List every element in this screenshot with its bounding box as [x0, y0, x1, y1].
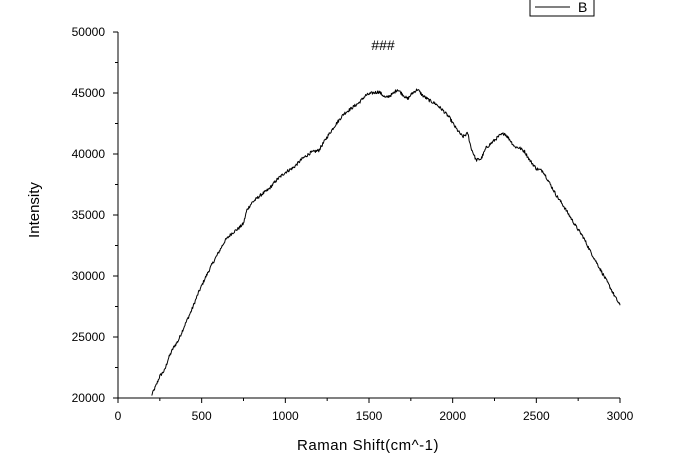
y-tick-label: 25000 [72, 330, 106, 344]
chart-title: ### [371, 37, 395, 53]
x-axis-ticks: 0 500 1000 1500 2000 2500 3000 [115, 398, 634, 423]
y-tick-label: 45000 [72, 86, 106, 100]
x-axis-label: Raman Shift(cm^-1) [297, 437, 439, 454]
y-axis-label: Intensity [26, 182, 43, 238]
x-tick-label: 3000 [607, 409, 634, 423]
x-tick-label: 500 [192, 409, 212, 423]
legend-box [529, 0, 595, 17]
x-tick-label: 0 [115, 409, 122, 423]
y-tick-label: 40000 [72, 147, 106, 161]
y-tick-label: 50000 [72, 25, 106, 39]
y-axis-ticks: 20000 25000 30000 35000 40000 45000 50000 [72, 25, 118, 405]
legend-label-b: B [578, 0, 587, 15]
x-tick-label: 2500 [523, 409, 550, 423]
plot-area: 20000 25000 30000 35000 40000 45000 50000 0 500… [72, 25, 634, 423]
series-line-b [151, 88, 621, 396]
y-tick-label: 30000 [72, 269, 106, 283]
series-group [151, 88, 621, 396]
x-tick-label: 1500 [356, 409, 383, 423]
y-tick-label: 35000 [72, 208, 106, 222]
x-tick-label: 1000 [272, 409, 299, 423]
x-tick-label: 2000 [439, 409, 466, 423]
y-tick-label: 20000 [72, 391, 106, 405]
legend: B [529, 0, 595, 17]
